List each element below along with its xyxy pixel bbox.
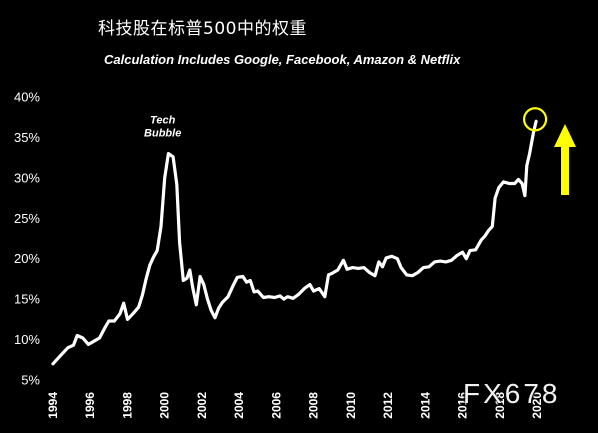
x-tick-label: 1998: [120, 392, 134, 419]
x-tick-label: 2012: [381, 392, 395, 419]
x-tick-label: 2018: [493, 392, 507, 419]
y-tick-label: 5%: [21, 373, 40, 388]
highlight-layer: [522, 107, 576, 195]
annotations: Tech Bubble: [144, 115, 181, 140]
up-arrow-head: [554, 124, 576, 147]
chart-subtitle: Calculation Includes Google, Facebook, A…: [104, 52, 461, 67]
series-line: [51, 119, 538, 366]
y-tick-label: 30%: [14, 170, 40, 185]
x-tick-label: 2020: [530, 392, 544, 419]
chart-title: 科技股在标普500中的权重: [98, 19, 307, 39]
x-axis-ticks: 1994 1996 1998 2000 2002 2004 2006 2008 2010 2012…: [46, 392, 544, 419]
highlight-circle: [522, 107, 548, 132]
x-tick-label: 2016: [456, 392, 470, 419]
y-tick-label: 40%: [14, 90, 40, 105]
y-axis-ticks: 5% 10% 15% 20% 25% 30% 35% 40%: [14, 90, 40, 388]
y-tick-label: 20%: [14, 251, 40, 266]
x-tick-label: 2014: [418, 392, 432, 419]
x-tick-label: 2002: [195, 392, 209, 419]
y-tick-label: 10%: [14, 332, 40, 347]
watermark-logo: FX678: [463, 378, 561, 409]
x-tick-label: 2010: [344, 392, 358, 419]
x-tick-label: 2008: [307, 392, 321, 419]
x-tick-label: 1994: [46, 392, 60, 419]
up-arrow-shaft: [561, 143, 569, 195]
x-tick-label: 1996: [83, 392, 97, 419]
y-tick-label: 25%: [14, 211, 40, 226]
x-tick-label: 2000: [158, 392, 172, 419]
annotation-label: Tech Bubble: [144, 115, 181, 140]
x-tick-label: 2004: [232, 392, 246, 419]
x-tick-label: 2006: [269, 392, 283, 419]
y-tick-label: 15%: [14, 292, 40, 307]
y-tick-label: 35%: [14, 130, 40, 145]
series-layer: [51, 119, 538, 366]
